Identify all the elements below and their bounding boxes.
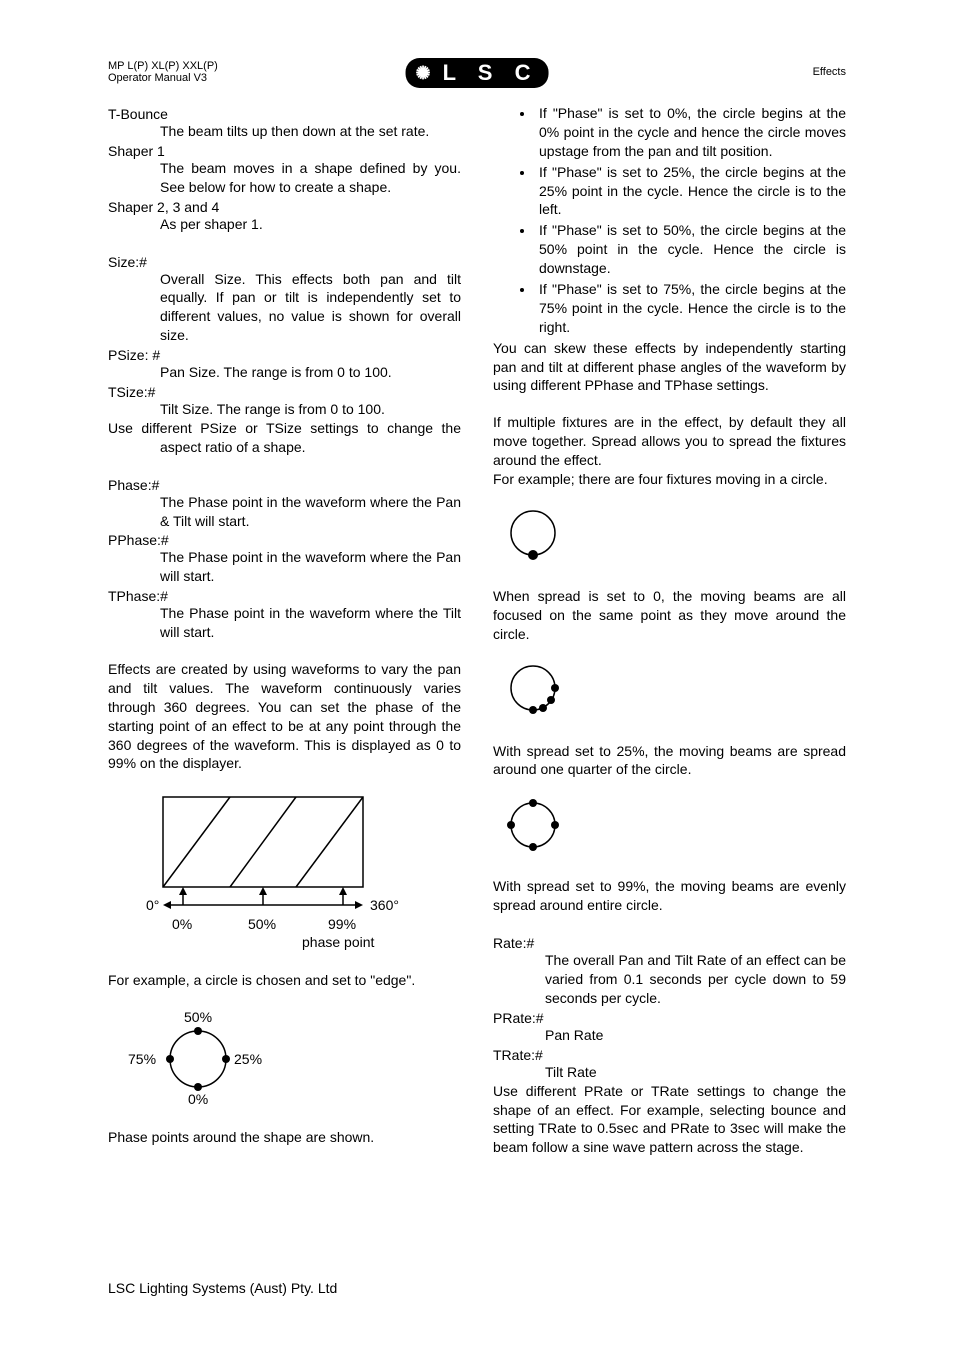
- bullet-phase-75: If "Phase" is set to 75%, the circle beg…: [535, 280, 846, 337]
- bullet-phase-0: If "Phase" is set to 0%, the circle begi…: [535, 104, 846, 161]
- wave-label-0deg: 0°: [146, 897, 159, 913]
- page-footer: LSC Lighting Systems (Aust) Pty. Ltd: [108, 1280, 337, 1296]
- rate-text: The overall Pan and Tilt Rate of an effe…: [545, 951, 846, 1008]
- header-manual: Operator Manual V3: [108, 72, 218, 84]
- content-columns: T-Bounce The beam tilts up then down at …: [108, 104, 846, 1157]
- wave-label-99pct: 99%: [328, 916, 356, 932]
- multi-fixtures-para1: If multiple fixtures are in the effect, …: [493, 413, 846, 470]
- psize-text: Pan Size. The range is from 0 to 100.: [160, 363, 461, 382]
- bullet-phase-25: If "Phase" is set to 25%, the circle beg…: [535, 163, 846, 220]
- shaper234-text: As per shaper 1.: [160, 215, 461, 234]
- wave-label-phasepoint: phase point: [302, 934, 375, 950]
- trate-text: Tilt Rate: [545, 1063, 846, 1082]
- phase-bullets: If "Phase" is set to 0%, the circle begi…: [535, 104, 846, 337]
- skew-paragraph: You can skew these effects by independen…: [493, 339, 846, 396]
- lsc-logo: ✺L S C: [406, 58, 549, 88]
- wave-label-360deg: 360°: [370, 897, 399, 913]
- rate-heading: Rate:#: [493, 935, 846, 951]
- wave-label-0pct: 0%: [172, 916, 192, 932]
- left-column: T-Bounce The beam tilts up then down at …: [108, 104, 461, 1157]
- spread99-text: With spread set to 99%, the moving beams…: [493, 877, 846, 915]
- phase-circle-diagram: 50% 25% 0% 75%: [108, 1004, 461, 1114]
- tsize-text: Tilt Size. The range is from 0 to 100.: [160, 400, 461, 419]
- circle-label-25: 25%: [234, 1051, 262, 1067]
- logo-box: ✺L S C: [406, 58, 549, 88]
- tphase-text: The Phase point in the waveform where th…: [160, 604, 461, 642]
- spread0-text: When spread is set to 0, the moving beam…: [493, 587, 846, 644]
- spread99-svg: [493, 793, 573, 863]
- spread25-svg: [493, 658, 573, 728]
- wave-label-50pct: 50%: [248, 916, 276, 932]
- right-column: If "Phase" is set to 0%, the circle begi…: [493, 104, 846, 1157]
- tbounce-heading: T-Bounce: [108, 106, 461, 122]
- phase-heading: Phase:#: [108, 477, 461, 493]
- header-left: MP L(P) XL(P) XXL(P) Operator Manual V3: [108, 60, 218, 84]
- rate-note: Use different PRate or TRate settings to…: [493, 1082, 846, 1158]
- spread0-diagram: [493, 503, 846, 573]
- multi-fixtures-para2: For example; there are four fixtures mov…: [493, 470, 846, 489]
- prate-heading: PRate:#: [493, 1010, 846, 1026]
- shaper1-heading: Shaper 1: [108, 143, 461, 159]
- circle-label-50: 50%: [184, 1009, 212, 1025]
- phase-circle-svg: 50% 25% 0% 75%: [108, 1004, 288, 1114]
- header-right: Effects: [813, 66, 846, 78]
- size-text: Overall Size. This effects both pan and …: [160, 270, 461, 346]
- psize-heading: PSize: #: [108, 347, 461, 363]
- size-heading: Size:#: [108, 254, 461, 270]
- tphase-heading: TPhase:#: [108, 588, 461, 604]
- spread99-diagram: [493, 793, 846, 863]
- circle-label-75: 75%: [128, 1051, 156, 1067]
- prate-text: Pan Rate: [545, 1026, 846, 1045]
- size-note: Use different PSize or TSize settings to…: [160, 419, 461, 457]
- pphase-text: The Phase point in the waveform where th…: [160, 548, 461, 586]
- bullet-phase-50: If "Phase" is set to 50%, the circle beg…: [535, 221, 846, 278]
- tsize-heading: TSize:#: [108, 384, 461, 400]
- waveform-diagram: 0° 360° 0% 50% 99% phase point: [108, 787, 461, 957]
- spread25-diagram: [493, 658, 846, 728]
- circle-label-0: 0%: [188, 1091, 208, 1107]
- phase-text: The Phase point in the waveform where th…: [160, 493, 461, 531]
- header-product: MP L(P) XL(P) XXL(P): [108, 60, 218, 72]
- logo-text: L S C: [443, 60, 539, 86]
- circle-example-text: For example, a circle is chosen and set …: [108, 971, 461, 990]
- spread0-svg: [493, 503, 573, 573]
- waveform-svg: 0° 360° 0% 50% 99% phase point: [108, 787, 428, 957]
- phase-points-text: Phase points around the shape are shown.: [108, 1128, 461, 1147]
- spread25-text: With spread set to 25%, the moving beams…: [493, 742, 846, 780]
- shaper1-text: The beam moves in a shape defined by you…: [160, 159, 461, 197]
- tbounce-text: The beam tilts up then down at the set r…: [160, 122, 461, 141]
- effects-paragraph: Effects are created by using waveforms t…: [108, 660, 461, 773]
- shaper234-heading: Shaper 2, 3 and 4: [108, 199, 461, 215]
- trate-heading: TRate:#: [493, 1047, 846, 1063]
- logo-icon: ✺: [416, 63, 439, 84]
- pphase-heading: PPhase:#: [108, 532, 461, 548]
